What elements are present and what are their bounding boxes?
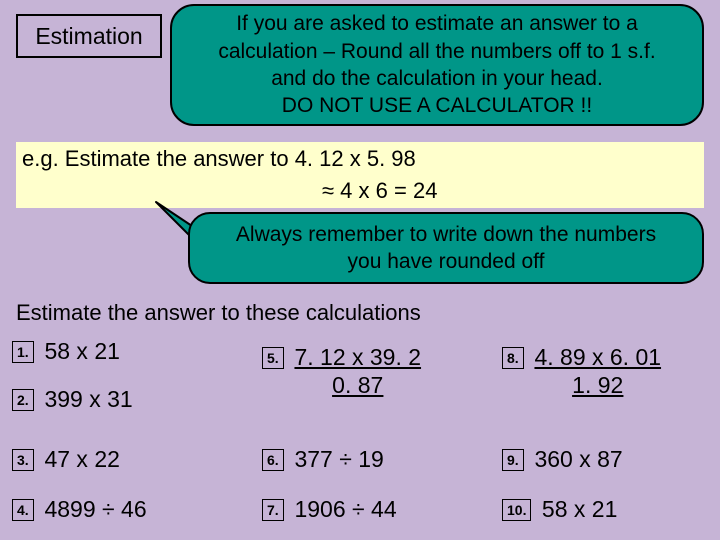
example-line-1: e.g. Estimate the answer to 4. 12 x 5. 9… (16, 142, 704, 178)
question-number: 1. (12, 341, 34, 363)
question-text: 47 x 22 (44, 446, 119, 474)
instruction-box: If you are asked to estimate an answer t… (170, 4, 704, 126)
example-result: ≈ 4 x 6 = 24 (322, 178, 437, 203)
question-number: 2. (12, 389, 34, 411)
question-3: 3. 47 x 22 (12, 446, 120, 474)
instruction-line: If you are asked to estimate an answer t… (184, 10, 690, 37)
question-text: 4. 89 x 6. 01 1. 92 (534, 344, 661, 399)
question-1: 1. 58 x 21 (12, 338, 120, 366)
question-5: 5. 7. 12 x 39. 2 0. 87 (262, 344, 421, 399)
question-9: 9. 360 x 87 (502, 446, 623, 474)
question-number: 4. (12, 499, 34, 521)
instruction-line: calculation – Round all the numbers off … (184, 38, 690, 65)
question-text: 377 ÷ 19 (294, 446, 383, 474)
question-text: 4899 ÷ 46 (44, 496, 146, 524)
instruction-line: and do the calculation in your head. (184, 65, 690, 92)
question-text: 7. 12 x 39. 2 0. 87 (294, 344, 421, 399)
question-numerator: 4. 89 x 6. 01 (534, 344, 661, 370)
title-box: Estimation (16, 14, 162, 58)
title-text: Estimation (35, 23, 142, 50)
question-text: 58 x 21 (542, 496, 617, 524)
reminder-box: Always remember to write down the number… (188, 212, 704, 284)
question-text: 399 x 31 (44, 386, 132, 414)
reminder-line: you have rounded off (200, 248, 692, 275)
question-denominator: 1. 92 (534, 372, 661, 400)
question-number: 6. (262, 449, 284, 471)
question-denominator: 0. 87 (294, 372, 421, 400)
question-number: 8. (502, 347, 524, 369)
exercise-prompt: Estimate the answer to these calculation… (16, 300, 421, 326)
question-6: 6. 377 ÷ 19 (262, 446, 384, 474)
example-line-2: ≈ 4 x 6 = 24 (16, 178, 704, 208)
instruction-line: DO NOT USE A CALCULATOR !! (184, 92, 690, 119)
question-text: 1906 ÷ 44 (294, 496, 396, 524)
question-10: 10. 58 x 21 (502, 496, 617, 524)
question-2: 2. 399 x 31 (12, 386, 133, 414)
question-4: 4. 4899 ÷ 46 (12, 496, 147, 524)
question-numerator: 7. 12 x 39. 2 (294, 344, 421, 370)
question-number: 10. (502, 499, 531, 521)
question-number: 9. (502, 449, 524, 471)
question-number: 5. (262, 347, 284, 369)
question-text: 360 x 87 (534, 446, 622, 474)
question-number: 3. (12, 449, 34, 471)
question-number: 7. (262, 499, 284, 521)
reminder-line: Always remember to write down the number… (200, 221, 692, 248)
question-text: 58 x 21 (44, 338, 119, 366)
question-7: 7. 1906 ÷ 44 (262, 496, 397, 524)
question-8: 8. 4. 89 x 6. 01 1. 92 (502, 344, 661, 399)
example-box: e.g. Estimate the answer to 4. 12 x 5. 9… (16, 142, 704, 208)
